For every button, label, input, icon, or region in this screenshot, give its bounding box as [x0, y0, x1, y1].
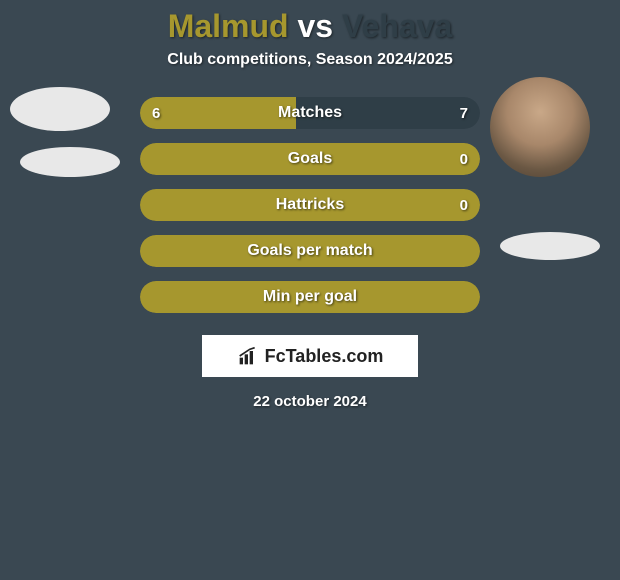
comparison-card: Malmud vs Vehava Club competitions, Seas… [0, 0, 620, 410]
date-text: 22 october 2024 [0, 393, 620, 410]
chart-icon [237, 346, 259, 366]
vs-text: vs [297, 8, 333, 44]
player2-avatar [490, 77, 590, 177]
stat-row: Goals0 [140, 143, 480, 175]
stat-label: Goals per match [140, 235, 480, 267]
player2-avatar-placeholder [500, 232, 600, 260]
stat-row: Goals per match [140, 235, 480, 267]
stat-row: Min per goal [140, 281, 480, 313]
logo-text: FcTables.com [265, 346, 384, 367]
stat-label: Matches [140, 97, 480, 129]
player1-avatar-placeholder-1 [10, 87, 110, 131]
stats-area: Matches67Goals0Hattricks0Goals per match… [0, 97, 620, 313]
stat-label: Min per goal [140, 281, 480, 313]
stat-label: Hattricks [140, 189, 480, 221]
player1-avatar-placeholder-2 [20, 147, 120, 177]
stat-value-right: 0 [460, 143, 468, 175]
stat-value-right: 7 [460, 97, 468, 129]
stat-row: Hattricks0 [140, 189, 480, 221]
subtitle: Club competitions, Season 2024/2025 [0, 51, 620, 69]
stat-bars: Matches67Goals0Hattricks0Goals per match… [140, 97, 480, 313]
player1-name: Malmud [168, 8, 289, 44]
stat-value-left: 6 [152, 97, 160, 129]
stat-label: Goals [140, 143, 480, 175]
stat-row: Matches6 7 [140, 97, 480, 129]
player2-name: Vehava [342, 8, 452, 44]
stat-value-right: 0 [460, 189, 468, 221]
comparison-title: Malmud vs Vehava [0, 8, 620, 45]
logo-box: FcTables.com [202, 335, 418, 377]
